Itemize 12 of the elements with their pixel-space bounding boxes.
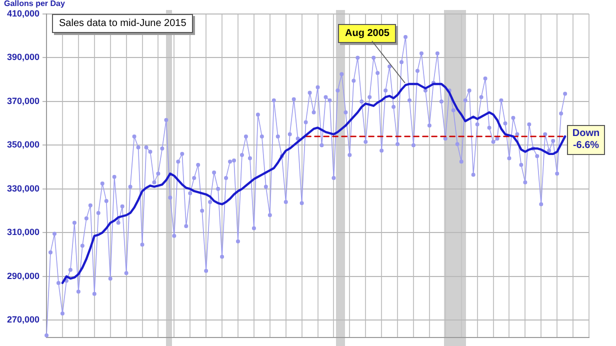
annotation: Aug 2005 xyxy=(338,24,396,43)
y-tick-label: 410,000 xyxy=(6,8,40,18)
y-tick-label: 330,000 xyxy=(6,183,40,194)
annotation: Sales data to mid-June 2015 xyxy=(52,14,194,33)
y-tick-label: 370,000 xyxy=(6,96,40,106)
y-tick-label: 390,000 xyxy=(6,52,40,62)
y-tick-label: 290,000 xyxy=(6,270,40,281)
y-axis-title: Gallons per Day xyxy=(4,0,66,8)
y-tick-label: 350,000 xyxy=(6,140,40,150)
annotation: Down -6.6% xyxy=(567,125,605,155)
y-tick-label: 310,000 xyxy=(6,227,40,238)
y-tick-label: 270,000 xyxy=(6,314,40,325)
